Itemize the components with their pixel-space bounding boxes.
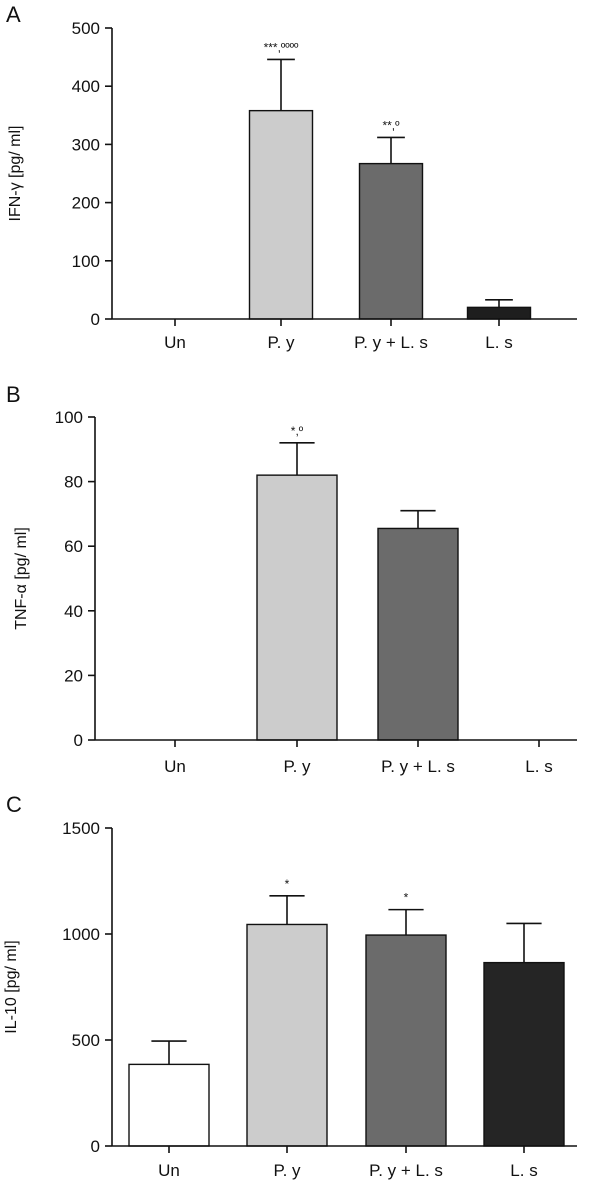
bar-1: [246, 923, 328, 1147]
y-tick-label-1: 100: [72, 252, 100, 271]
y-axis-title: TNF-α [pg/ ml]: [13, 527, 30, 630]
panel-letter: A: [6, 2, 21, 27]
bar-3: [466, 306, 532, 320]
category-label-0: Un: [164, 757, 186, 776]
y-tick-label-3: 300: [72, 135, 100, 154]
y-tick-label-2: 1000: [62, 925, 100, 944]
bar-1: [248, 109, 314, 320]
y-tick-label-4: 80: [64, 473, 83, 492]
bar-2: [365, 934, 447, 1147]
bar-2: [377, 527, 459, 741]
y-tick-label-1: 500: [72, 1031, 100, 1050]
bar-3: [483, 961, 565, 1147]
category-label-2: P. y + L. s: [381, 757, 455, 776]
y-tick-label-2: 40: [64, 602, 83, 621]
y-axis-title: IFN-γ [pg/ ml]: [7, 125, 24, 221]
panel-letter: C: [6, 792, 22, 817]
bar-2: [358, 162, 424, 320]
significance-label-2: **,º: [382, 118, 400, 132]
significance-label-1: *,º: [291, 424, 304, 438]
y-tick-label-5: 100: [55, 408, 83, 427]
y-tick-label-0: 0: [74, 731, 83, 750]
significance-label-2: *: [404, 891, 409, 905]
category-label-0: Un: [164, 333, 186, 352]
category-label-1: P. y: [283, 757, 311, 776]
category-label-3: L. s: [525, 757, 552, 776]
category-label-0: Un: [158, 1161, 180, 1180]
y-tick-label-3: 1500: [62, 819, 100, 838]
category-label-1: P. y: [267, 333, 295, 352]
chart-panel-a: A IFN-γ [pg/ ml] Un ***,ºººº P. y **,º P. y + …: [6, 2, 577, 352]
chart-panel-b: B TNF-α [pg/ ml] Un *,º P. y P. y + L. s L. s 0…: [6, 382, 577, 776]
significance-label-1: *: [285, 877, 290, 891]
category-label-2: P. y + L. s: [369, 1161, 443, 1180]
chart-panel-c: C IL-10 [pg/ ml] Un * P. y * P. y + L. s L. s 0 5…: [3, 792, 577, 1180]
y-tick-label-4: 400: [72, 77, 100, 96]
y-tick-label-5: 500: [72, 19, 100, 38]
y-tick-label-0: 0: [91, 1137, 100, 1156]
category-label-3: L. s: [510, 1161, 537, 1180]
y-tick-label-3: 60: [64, 537, 83, 556]
bar-0: [128, 1063, 210, 1147]
panel-letter: B: [6, 382, 21, 407]
y-tick-label-2: 200: [72, 194, 100, 213]
category-label-3: L. s: [485, 333, 512, 352]
category-label-2: P. y + L. s: [354, 333, 428, 352]
category-label-1: P. y: [273, 1161, 301, 1180]
bar-1: [256, 474, 338, 741]
significance-label-1: ***,ºººº: [264, 40, 299, 54]
y-axis-title: IL-10 [pg/ ml]: [3, 940, 20, 1033]
y-tick-label-1: 20: [64, 666, 83, 685]
y-tick-label-0: 0: [91, 310, 100, 329]
